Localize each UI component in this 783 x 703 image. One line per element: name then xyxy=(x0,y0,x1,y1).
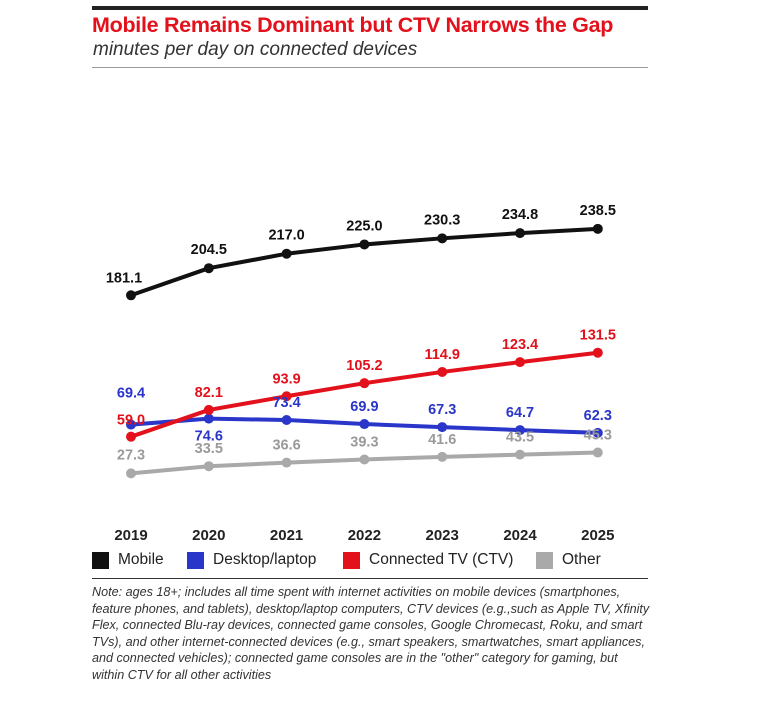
x-tick-label: 2023 xyxy=(426,527,459,544)
data-label-desktop: 67.3 xyxy=(428,402,456,418)
data-point-mobile xyxy=(515,228,525,239)
data-point-other xyxy=(281,457,292,468)
data-label-ctv: 105.2 xyxy=(346,358,382,374)
data-label-other: 41.6 xyxy=(428,432,456,448)
data-point-mobile xyxy=(592,223,603,234)
data-point-other xyxy=(515,449,525,460)
data-label-ctv: 123.4 xyxy=(502,337,538,353)
data-label-ctv: 114.9 xyxy=(424,347,460,363)
data-label-mobile: 234.8 xyxy=(502,207,538,223)
x-tick-label: 2019 xyxy=(114,527,147,544)
data-point-other xyxy=(592,447,603,458)
series-line-mobile xyxy=(129,226,600,298)
legend-divider xyxy=(92,578,648,579)
chart-title: Mobile Remains Dominant but CTV Narrows … xyxy=(92,13,614,37)
data-point-desktop xyxy=(437,422,448,433)
data-point-desktop xyxy=(203,413,214,424)
x-tick-label: 2025 xyxy=(581,527,614,544)
data-label-mobile: 217.0 xyxy=(268,228,304,244)
data-label-ctv: 82.1 xyxy=(195,385,223,401)
data-label-other: 43.5 xyxy=(506,430,534,446)
data-point-mobile xyxy=(281,248,292,259)
data-label-mobile: 204.5 xyxy=(191,242,227,258)
data-label-desktop: 73.4 xyxy=(272,395,300,411)
data-point-desktop xyxy=(359,419,370,430)
x-tick-label: 2020 xyxy=(192,527,225,544)
legend-item-mobile: Mobile xyxy=(92,551,164,569)
data-label-ctv: 59.0 xyxy=(117,413,145,429)
subtitle-divider xyxy=(92,67,648,68)
data-point-desktop xyxy=(281,415,292,426)
legend-label-other: Other xyxy=(562,551,601,568)
data-label-other: 45.3 xyxy=(584,428,612,444)
data-point-ctv xyxy=(281,391,292,402)
data-label-other: 39.3 xyxy=(350,434,378,450)
x-tick-label: 2022 xyxy=(348,527,381,544)
data-point-other xyxy=(126,468,136,479)
data-label-ctv: 131.5 xyxy=(580,328,616,344)
data-label-mobile: 230.3 xyxy=(424,212,460,228)
legend-swatch-other xyxy=(536,551,553,569)
legend-label-desktop: Desktop/laptop xyxy=(213,551,317,568)
data-point-ctv xyxy=(437,366,448,377)
data-label-other: 27.3 xyxy=(117,447,145,463)
x-tick-label: 2021 xyxy=(270,527,303,544)
legend-item-ctv: Connected TV (CTV) xyxy=(343,551,513,569)
data-point-desktop xyxy=(592,427,603,438)
data-point-mobile xyxy=(437,233,448,244)
data-point-ctv xyxy=(515,357,525,368)
data-label-desktop: 74.6 xyxy=(195,429,223,445)
data-point-ctv xyxy=(592,347,603,358)
legend-swatch-mobile xyxy=(92,551,109,569)
data-point-mobile xyxy=(203,263,214,274)
legend-swatch-ctv xyxy=(343,551,360,569)
data-label-desktop: 69.9 xyxy=(350,399,378,415)
top-rule xyxy=(92,6,648,10)
data-point-ctv xyxy=(359,378,370,389)
data-point-ctv xyxy=(126,431,136,442)
data-point-mobile xyxy=(359,239,370,250)
data-label-mobile: 238.5 xyxy=(580,203,616,219)
data-label-mobile: 181.1 xyxy=(106,270,142,286)
data-label-desktop: 64.7 xyxy=(506,405,534,421)
data-point-other xyxy=(203,461,214,472)
legend-label-mobile: Mobile xyxy=(118,551,164,568)
data-point-other xyxy=(437,451,448,462)
chart-legend: Mobile Desktop/laptop Connected TV (CTV)… xyxy=(92,551,652,573)
data-label-desktop: 69.4 xyxy=(117,386,145,402)
legend-item-desktop: Desktop/laptop xyxy=(187,551,316,569)
data-point-other xyxy=(359,454,370,465)
data-label-mobile: 225.0 xyxy=(346,218,382,234)
data-label-ctv: 93.9 xyxy=(272,371,300,387)
data-point-mobile xyxy=(126,290,136,301)
line-chart: 181.1 204.5 217.0 225.0 230.3 234.8 238.5 69.4 7… xyxy=(106,203,616,544)
legend-swatch-desktop xyxy=(187,551,204,569)
x-tick-label: 2024 xyxy=(503,527,537,544)
data-point-desktop xyxy=(515,425,525,436)
data-point-desktop xyxy=(126,419,136,430)
data-point-ctv xyxy=(203,404,214,415)
chart-subtitle: minutes per day on connected devices xyxy=(93,39,418,60)
data-label-other: 33.5 xyxy=(195,441,223,457)
data-label-other: 36.6 xyxy=(272,438,300,454)
legend-label-ctv: Connected TV (CTV) xyxy=(369,551,514,568)
data-label-desktop: 62.3 xyxy=(584,408,612,424)
chart-note: Note: ages 18+; includes all time spent … xyxy=(92,585,650,682)
legend-item-other: Other xyxy=(536,551,601,569)
